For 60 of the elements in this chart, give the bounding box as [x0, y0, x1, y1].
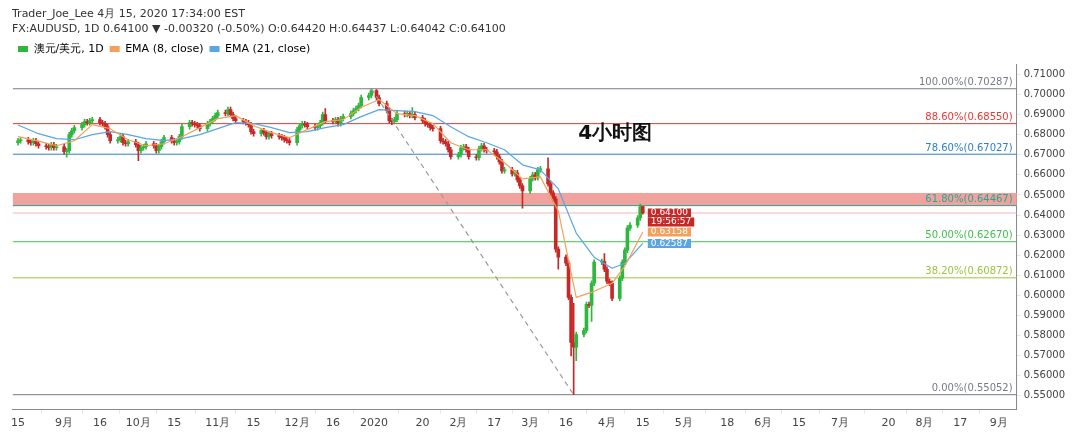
x-tick-label: 15: [11, 416, 26, 430]
x-tick-label: 20: [415, 416, 430, 430]
y-tick-label: 0.58000: [1023, 329, 1066, 341]
legend-label: EMA (8, close): [125, 41, 204, 55]
x-tick-label: 10月: [125, 416, 151, 430]
y-tick-label: 0.59000: [1023, 309, 1066, 321]
y-tick-label: 0.67000: [1023, 148, 1066, 160]
y-tick-label: 0.56000: [1023, 369, 1066, 381]
x-tick-label: 2月: [449, 416, 468, 430]
x-tick-label: 15: [167, 416, 182, 430]
x-tick-label: 8月: [915, 416, 934, 430]
y-tick-label: 0.65000: [1023, 188, 1066, 200]
chart-title: Trader_Joe_Lee 4月 15, 2020 17:34:00 EST: [11, 7, 246, 21]
x-tick-label: 16: [92, 416, 107, 430]
x-tick-label: 20: [881, 416, 896, 430]
y-tick-label: 0.66000: [1023, 168, 1066, 180]
annotation: 19:56:57: [650, 216, 692, 227]
text: 0.64100: [650, 207, 689, 218]
y-tick-label: 0.61000: [1023, 268, 1066, 280]
x-tick-label: 11月: [205, 416, 231, 430]
x-tick-label: 6月: [754, 416, 773, 430]
y-tick-label: 0.63000: [1023, 228, 1066, 240]
x-tick-label: 7月: [830, 416, 849, 430]
x-tick-label: 16: [558, 416, 573, 430]
x-tick-label: 17: [487, 416, 502, 430]
x-tick-label: 3月: [521, 416, 540, 430]
y-tick-label: 0.64000: [1023, 208, 1066, 220]
x-tick-label: 9月: [989, 416, 1008, 430]
x-tick-label: 16: [325, 416, 340, 430]
y-tick-label: 0.60000: [1023, 288, 1066, 300]
y-tick-label: 0.55000: [1023, 389, 1066, 401]
x-tick-label: 15: [792, 416, 806, 430]
data-label: 0.62587: [650, 237, 689, 248]
annotation: 4小时图: [578, 119, 653, 144]
x-tick-label: 12月: [284, 416, 310, 430]
y-tick-label: 0.62000: [1023, 248, 1066, 260]
ref-line-label: 0.00%(0.55052): [931, 382, 1013, 394]
x-tick-label: 9月: [55, 416, 74, 430]
x-tick-label: 5月: [674, 416, 693, 430]
x-tick-label: 4月: [597, 416, 616, 430]
legend-label: 澳元/美元, 1D: [33, 41, 104, 55]
x-tick-label: 2020: [359, 416, 388, 430]
y-tick-label: 0.69000: [1023, 108, 1066, 120]
x-tick-label: 18: [720, 416, 735, 430]
y-tick-label: 0.71000: [1023, 68, 1066, 80]
data-label: 0.63158: [650, 226, 689, 237]
y-tick-label: 0.70000: [1023, 88, 1066, 100]
ref-line-label: 61.80%(0.64467): [925, 193, 1013, 205]
legend-label: EMA (21, close): [225, 41, 311, 55]
ref-line-label: 78.60%(0.67027): [925, 141, 1013, 153]
ref-line-label: 88.60%(0.68550): [925, 111, 1013, 123]
y-tick-label: 0.68000: [1023, 128, 1066, 140]
x-tick-label: 15: [246, 416, 261, 430]
x-tick-label: 15: [635, 416, 650, 430]
ref-line-label: 100.00%(0.70287): [918, 76, 1013, 88]
ref-line-label: 38.20%(0.60872): [925, 265, 1013, 277]
ref-line-label: 50.00%(0.62670): [925, 229, 1013, 241]
y-tick-label: 0.57000: [1023, 349, 1066, 361]
x-tick-label: 17: [953, 416, 968, 430]
chart-subtitle: FX:AUDUSD, 1D 0.64100 ▼ -0.00320 (-0.50%) O:0.64420 H:0.64437 L:0.64042 C:0.64100: [12, 21, 506, 35]
